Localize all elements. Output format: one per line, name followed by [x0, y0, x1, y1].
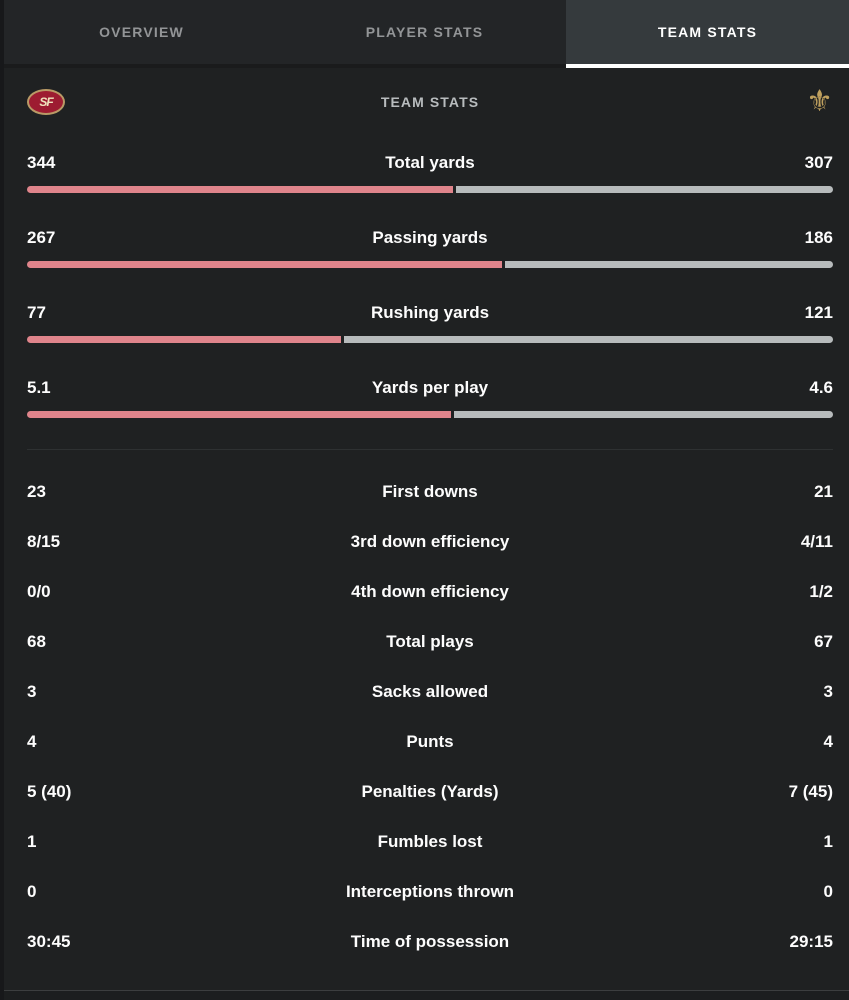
- home-bar-segment: [27, 336, 341, 343]
- stat-label: Total yards: [385, 153, 475, 172]
- home-value: 30:45: [27, 932, 71, 951]
- stat-label: First downs: [382, 482, 478, 501]
- stat-row: 30:45 Time of possession 29:15: [27, 917, 833, 967]
- away-value: 1/2: [809, 582, 833, 601]
- stat-label: Passing yards: [372, 228, 488, 247]
- stat-line: 267 Passing yards 186: [27, 226, 833, 250]
- saints-fleur-de-lis-icon: ⚜: [806, 85, 833, 118]
- panel-left-edge: [0, 0, 4, 1000]
- away-value: 4.6: [809, 378, 833, 397]
- stat-row: 23 First downs 21: [27, 467, 833, 517]
- stat-row: 3 Sacks allowed 3: [27, 667, 833, 717]
- away-bar-segment: [343, 336, 833, 343]
- stat-row: 4 Punts 4: [27, 717, 833, 767]
- home-bar-segment: [27, 411, 451, 418]
- simple-stats-section: 23 First downs 21 8/15 3rd down efficiency 4/…: [27, 467, 833, 967]
- home-value: 4: [27, 732, 37, 751]
- stat-row: 5.1 Yards per play 4.6: [27, 355, 833, 430]
- comparison-bar: [27, 336, 833, 343]
- 49ers-logo-icon: SF: [27, 89, 65, 115]
- stat-label: Yards per play: [371, 378, 489, 397]
- stat-label: Sacks allowed: [371, 682, 489, 701]
- away-value: 1: [823, 832, 833, 851]
- home-value: 1: [27, 832, 37, 851]
- stat-row: 5 (40) Penalties (Yards) 7 (45): [27, 767, 833, 817]
- stat-label: Interceptions thrown: [345, 882, 515, 901]
- home-value: 3: [27, 682, 37, 701]
- home-value: 5 (40): [27, 782, 72, 801]
- stat-label: Time of possession: [350, 932, 510, 951]
- away-bar-segment: [504, 261, 833, 268]
- stat-label: Total plays: [386, 632, 474, 651]
- away-value: 21: [814, 482, 833, 501]
- stat-label: 4th down efficiency: [351, 582, 509, 601]
- stat-label: 3rd down efficiency: [350, 532, 510, 551]
- stat-row: 68 Total plays 67: [27, 617, 833, 667]
- away-value: 4: [823, 732, 833, 751]
- comparison-bar: [27, 261, 833, 268]
- away-bar-segment: [453, 411, 833, 418]
- home-value: 344: [27, 153, 56, 172]
- stat-line: 77 Rushing yards 121: [27, 301, 833, 325]
- comparison-bar: [27, 411, 833, 418]
- stat-row: 0/0 4th down efficiency 1/2: [27, 567, 833, 617]
- away-value: 307: [804, 153, 833, 172]
- bar-stats-section: 344 Total yards 307 267 Passing yards 186 77 Ru…: [27, 130, 833, 430]
- stat-label: Fumbles lost: [377, 832, 483, 851]
- home-value: 0/0: [27, 582, 51, 601]
- team-stats-content: SF TEAM STATS ⚜ 344 Total yards 307 267 Pass…: [0, 68, 849, 967]
- home-value: 267: [27, 228, 56, 247]
- tab-player-stats[interactable]: PLAYER STATS: [283, 0, 566, 68]
- comparison-bar: [27, 186, 833, 193]
- home-value: 77: [27, 303, 46, 322]
- away-bar-segment: [455, 186, 833, 193]
- away-value: 7 (45): [788, 782, 833, 801]
- away-value: 67: [814, 632, 833, 651]
- away-value: 3: [823, 682, 833, 701]
- away-value: 4/11: [800, 532, 833, 551]
- home-value: 68: [27, 632, 46, 651]
- section-title: TEAM STATS: [380, 94, 480, 110]
- home-bar-segment: [27, 186, 453, 193]
- away-value: 0: [823, 882, 833, 901]
- stat-line: 5.1 Yards per play 4.6: [27, 376, 833, 400]
- stat-row: 267 Passing yards 186: [27, 205, 833, 280]
- stat-row: 0 Interceptions thrown 0: [27, 867, 833, 917]
- teams-header-row: SF TEAM STATS ⚜: [27, 68, 833, 130]
- stat-label: Punts: [406, 732, 454, 751]
- home-value: 23: [27, 482, 46, 501]
- stat-line: 344 Total yards 307: [27, 151, 833, 175]
- panel-bottom-edge: [0, 990, 849, 1000]
- stat-row: 77 Rushing yards 121: [27, 280, 833, 355]
- away-value: 29:15: [789, 932, 833, 951]
- tab-team-stats[interactable]: TEAM STATS: [566, 0, 849, 68]
- home-value: 8/15: [27, 532, 61, 551]
- home-value: 0: [27, 882, 37, 901]
- tab-overview[interactable]: OVERVIEW: [0, 0, 283, 68]
- stat-label: Penalties (Yards): [361, 782, 499, 801]
- stat-label: Rushing yards: [370, 303, 490, 322]
- away-value: 186: [804, 228, 833, 247]
- home-value: 5.1: [27, 378, 51, 397]
- home-bar-segment: [27, 261, 502, 268]
- stat-row: 1 Fumbles lost 1: [27, 817, 833, 867]
- stat-row: 344 Total yards 307: [27, 130, 833, 205]
- section-divider: [27, 449, 833, 450]
- tab-bar: OVERVIEW PLAYER STATS TEAM STATS: [0, 0, 849, 68]
- stat-row: 8/15 3rd down efficiency 4/11: [27, 517, 833, 567]
- away-value: 121: [804, 303, 833, 322]
